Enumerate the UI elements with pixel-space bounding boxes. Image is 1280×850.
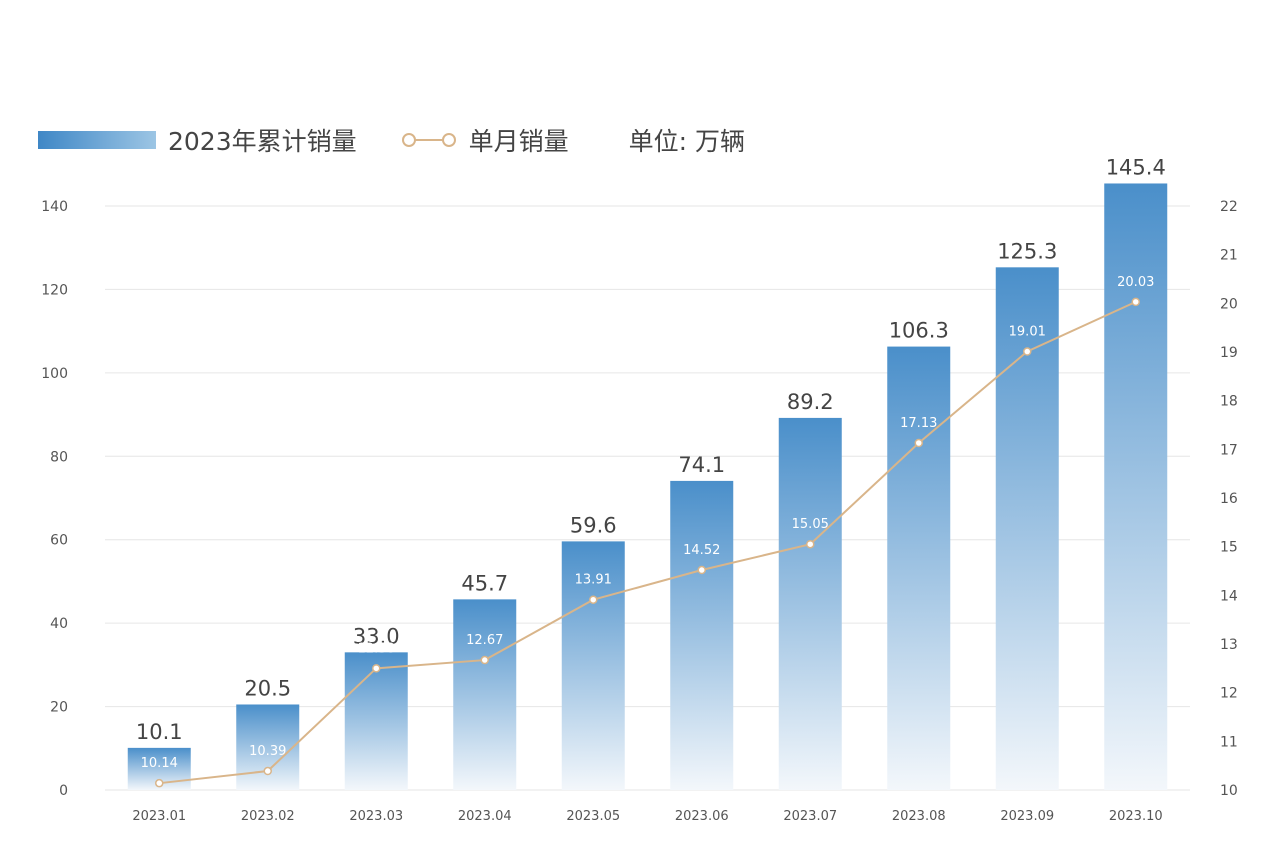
bar-value-label: 106.3 — [889, 319, 949, 343]
line-value-label: 12.67 — [466, 633, 503, 648]
x-tick-label: 2023.08 — [892, 809, 946, 824]
line-point — [697, 565, 706, 575]
y-right-tick-label: 18 — [1220, 394, 1238, 410]
line-value-label: 20.03 — [1117, 275, 1154, 290]
y-left-tick-label: 20 — [50, 700, 68, 716]
bar-value-label: 145.4 — [1106, 155, 1166, 179]
y-right-tick-label: 14 — [1220, 588, 1238, 604]
line-point — [155, 778, 164, 788]
bar — [670, 480, 734, 790]
line-point — [480, 655, 489, 665]
y-right-tick-label: 13 — [1220, 637, 1238, 653]
line-value-label: 10.14 — [141, 756, 178, 771]
chart-legend: 2023年累计销量 单月销量 单位: 万辆 — [38, 122, 745, 158]
y-left-tick-label: 120 — [41, 282, 68, 298]
line-point — [372, 664, 381, 673]
series-line — [159, 300, 1137, 785]
line-point — [589, 595, 598, 604]
bar — [236, 704, 300, 790]
bar-value-label: 10.1 — [136, 720, 183, 744]
x-tick-label: 2023.04 — [458, 809, 512, 824]
y-left-tick-label: 40 — [50, 616, 68, 632]
bar-value-label: 20.5 — [244, 676, 291, 700]
bar — [995, 267, 1059, 790]
line-point — [1023, 347, 1032, 356]
y-left-tick-label: 60 — [50, 533, 68, 549]
x-tick-label: 2023.02 — [241, 809, 295, 824]
bar — [453, 599, 517, 790]
y-right-tick-label: 21 — [1220, 248, 1238, 264]
x-tick-label: 2023.10 — [1109, 809, 1163, 824]
y-right-tick-label: 11 — [1220, 734, 1238, 750]
x-tick-label: 2023.05 — [566, 809, 620, 824]
x-tick-label: 2023.01 — [132, 809, 186, 824]
legend-line-swatch — [401, 133, 456, 147]
y-right-tick-label: 15 — [1220, 540, 1238, 556]
line-value-label: 10.39 — [249, 744, 286, 759]
x-tick-label: 2023.06 — [675, 809, 729, 824]
x-tick-label: 2023.09 — [1000, 809, 1054, 824]
legend-bar-label: 2023年累计销量 — [168, 127, 357, 156]
y-left-tick-label: 140 — [41, 199, 68, 215]
line-value-label: 19.01 — [1009, 325, 1046, 340]
right-axis: 10 11 12 13 14 15 16 17 18 19 20 21 22 — [1220, 199, 1238, 799]
bar-series: 10.1 20.5 33.0 45.7 59.6 74.1 89.2 106.3 125.3 14… — [127, 155, 1168, 790]
line-value-label: 13.91 — [575, 573, 612, 588]
x-axis: 2023.01 2023.02 2023.03 2023.04 2023.05 2023.… — [132, 809, 1162, 824]
bar — [887, 346, 951, 790]
bar — [1104, 183, 1168, 790]
legend-bar-swatch — [38, 131, 156, 149]
bar-value-label: 74.1 — [678, 453, 725, 477]
y-right-tick-label: 12 — [1220, 686, 1238, 702]
bar-value-label: 33.0 — [353, 624, 400, 648]
bar — [561, 541, 625, 790]
bar-value-label: 89.2 — [787, 390, 834, 414]
y-right-tick-label: 10 — [1220, 783, 1238, 799]
y-right-tick-label: 16 — [1220, 491, 1238, 507]
line-point — [806, 539, 815, 549]
y-right-tick-label: 19 — [1220, 345, 1238, 361]
bar-value-label: 125.3 — [997, 239, 1057, 263]
line-series: 10.14 10.39 12.50 12.67 13.91 14.52 15.05 17.13… — [141, 275, 1154, 788]
x-tick-label: 2023.03 — [349, 809, 403, 824]
left-axis: 0 20 40 60 80 100 120 140 — [41, 199, 68, 799]
line-point — [1131, 297, 1140, 307]
y-left-tick-label: 100 — [41, 366, 68, 382]
line-point — [263, 766, 272, 776]
bar — [778, 417, 842, 790]
line-value-label: 14.52 — [683, 543, 720, 558]
unit-label: 单位: 万辆 — [628, 127, 746, 156]
bar-value-label: 59.6 — [570, 513, 617, 537]
y-right-tick-label: 22 — [1220, 199, 1238, 215]
legend-line-label: 单月销量 — [468, 127, 569, 156]
bar — [344, 652, 408, 790]
y-left-tick-label: 0 — [59, 783, 68, 799]
y-right-tick-label: 20 — [1220, 296, 1238, 312]
y-left-tick-label: 80 — [50, 449, 68, 465]
bar-value-label: 45.7 — [461, 571, 508, 595]
x-tick-label: 2023.07 — [783, 809, 837, 824]
line-value-label: 12.50 — [358, 641, 395, 656]
line-point — [914, 438, 923, 448]
line-value-label: 17.13 — [900, 416, 937, 431]
line-value-label: 15.05 — [792, 517, 829, 532]
y-right-tick-label: 17 — [1220, 442, 1238, 458]
